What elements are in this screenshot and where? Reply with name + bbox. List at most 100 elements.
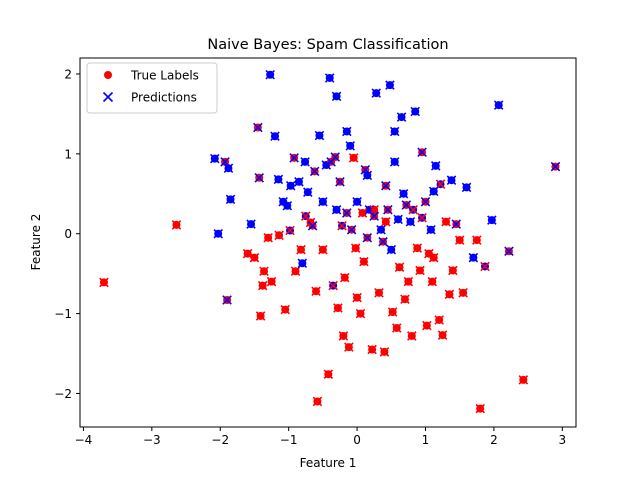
y-tick-label: 0 [64, 227, 72, 241]
legend-label-true-labels: True Labels [130, 69, 199, 83]
prediction-point [387, 307, 398, 317]
prediction-point [270, 131, 280, 142]
prediction-point [339, 272, 350, 283]
prediction-point [371, 88, 381, 98]
prediction-point [357, 208, 368, 218]
prediction-point [273, 174, 284, 185]
legend-box [86, 62, 218, 114]
prediction-point [381, 181, 391, 191]
prediction-point [360, 165, 371, 175]
prediction-point [321, 160, 332, 170]
prediction-point [480, 261, 490, 272]
prediction-point [504, 246, 514, 257]
prediction-point [259, 266, 269, 277]
x-tick-label: 2 [490, 433, 498, 447]
x-tick-label: 0 [353, 433, 361, 447]
prediction-point [274, 230, 284, 241]
prediction-point [403, 276, 414, 287]
points-layer [99, 70, 561, 414]
prediction-point [345, 141, 356, 151]
prediction-point [420, 197, 431, 207]
prediction-point [386, 244, 397, 255]
prediction-point [426, 224, 436, 235]
prediction-point [328, 280, 338, 291]
prediction-point [337, 220, 347, 231]
prediction-point [434, 315, 444, 325]
x-axis: −4 −3 −2 −1 0 1 2 3 [75, 427, 566, 447]
prediction-point [318, 244, 328, 255]
prediction-point [303, 187, 313, 197]
prediction-point [415, 265, 425, 276]
y-tick-label: −1 [54, 307, 72, 321]
prediction-point [355, 308, 366, 319]
chart-title: Naive Bayes: Spam Classification [207, 37, 448, 53]
prediction-point [342, 208, 352, 218]
prediction-point [350, 243, 361, 253]
prediction-point [376, 224, 386, 235]
prediction-point [367, 344, 377, 355]
prediction-point [210, 153, 220, 164]
prediction-point [223, 163, 234, 173]
prediction-point [266, 276, 277, 287]
prediction-point [430, 161, 441, 171]
prediction-point [441, 216, 451, 227]
prediction-point [311, 286, 321, 296]
x-tick-label: −1 [280, 433, 298, 447]
prediction-point [461, 182, 472, 193]
prediction-point [333, 303, 343, 313]
prediction-point [394, 262, 405, 273]
prediction-point [309, 166, 320, 177]
prediction-point [331, 204, 342, 215]
x-tick-label: −3 [143, 433, 161, 447]
legend-marker-true-labels [104, 71, 112, 79]
prediction-point [405, 216, 416, 227]
prediction-point [427, 276, 438, 287]
prediction-point [472, 235, 482, 245]
prediction-point [312, 396, 323, 407]
legend-marker-predictions [102, 91, 114, 103]
prediction-point [294, 177, 304, 187]
prediction-point [458, 288, 468, 298]
x-axis-label: Feature 1 [300, 456, 357, 470]
prediction-point [451, 219, 462, 229]
prediction-point [257, 280, 268, 291]
prediction-point [242, 248, 253, 259]
prediction-point [374, 288, 384, 298]
prediction-point [550, 161, 561, 172]
prediction-point [417, 212, 427, 223]
prediction-point [362, 170, 373, 181]
prediction-point [435, 179, 446, 189]
prediction-point [385, 80, 395, 90]
prediction-point [348, 153, 359, 163]
prediction-point [285, 225, 295, 236]
legend-label-predictions: Predictions [131, 91, 197, 105]
prediction-point [300, 157, 310, 167]
prediction-point [330, 152, 340, 162]
legend: True Labels Predictions [86, 62, 218, 114]
prediction-point [338, 331, 349, 341]
prediction-point [225, 194, 236, 205]
prediction-point [446, 175, 457, 185]
prediction-point [383, 204, 393, 215]
prediction-point [369, 211, 379, 221]
prediction-point [289, 153, 299, 163]
prediction-point [408, 204, 418, 215]
prediction-point [362, 232, 373, 243]
prediction-point [412, 243, 423, 253]
prediction-point [428, 186, 439, 197]
plot-frame [79, 57, 577, 428]
prediction-point [213, 228, 223, 239]
prediction-point [346, 224, 357, 235]
y-axis-label: Feature 2 [29, 214, 43, 271]
prediction-point [400, 294, 410, 304]
prediction-point [296, 244, 306, 255]
prediction-point [265, 70, 275, 80]
prediction-point [454, 235, 465, 245]
prediction-point [323, 369, 334, 380]
prediction-point [393, 214, 403, 225]
prediction-point [448, 265, 458, 276]
prediction-point [407, 331, 417, 341]
prediction-point [314, 130, 325, 141]
y-tick-label: 1 [64, 147, 72, 161]
prediction-point [352, 197, 362, 207]
